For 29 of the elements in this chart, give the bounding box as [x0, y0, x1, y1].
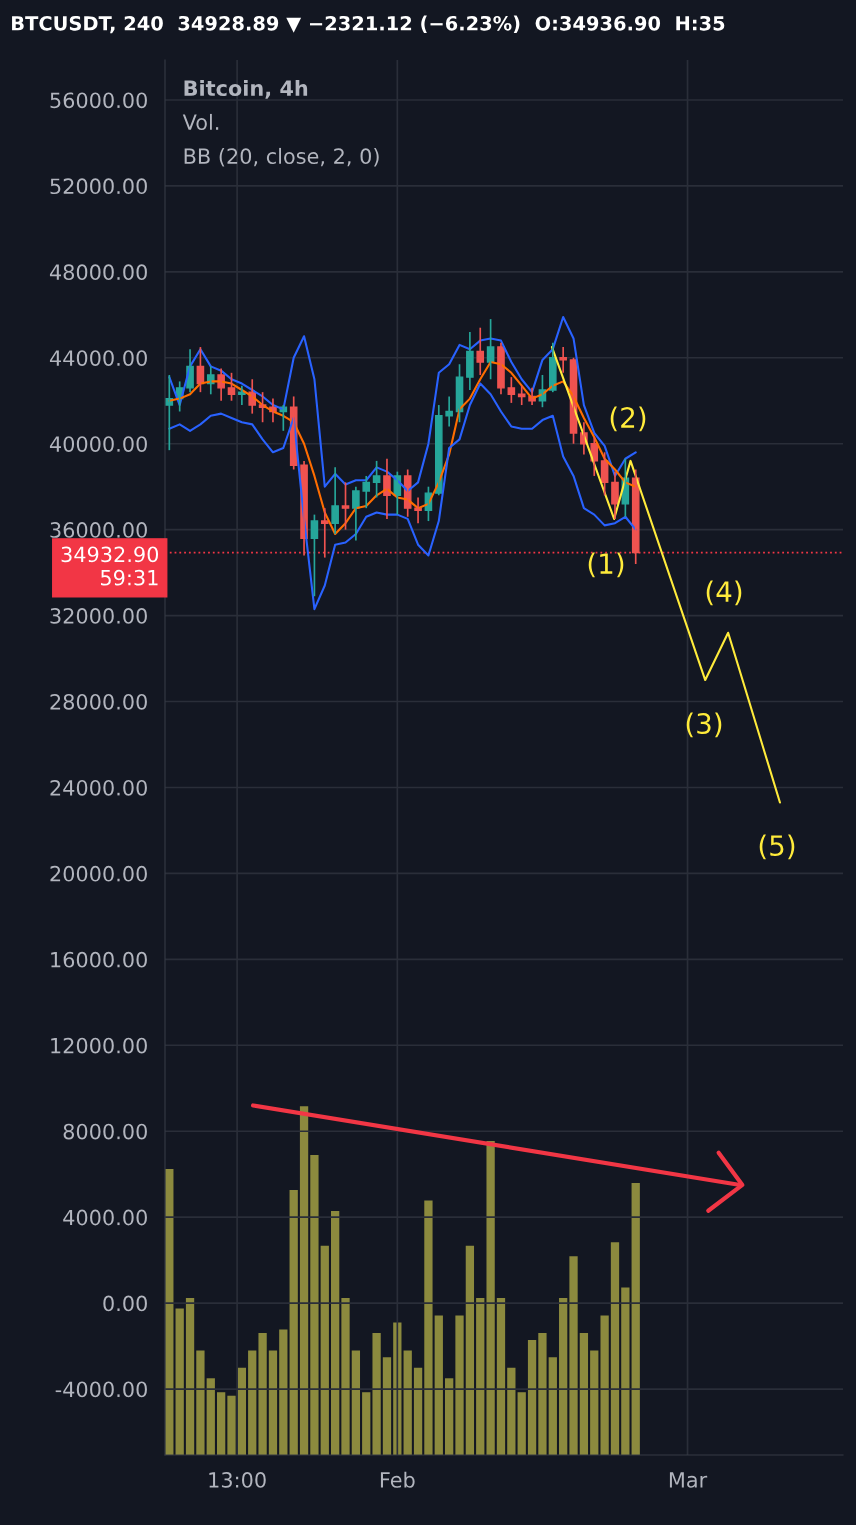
- y-tick-label: 16000.00: [51, 951, 147, 968]
- y-tick-label: 52000.00: [50, 178, 147, 195]
- annotation: (3): [686, 712, 722, 738]
- annotation: (1): [588, 552, 624, 578]
- annotation: (2): [610, 406, 646, 432]
- x-tick-label: Mar: [669, 1472, 708, 1488]
- annotation: BB (20, close, 2, 0): [184, 147, 379, 167]
- y-tick-label: 44000.00: [49, 350, 147, 366]
- annotation: Bitcoin, 4h: [184, 79, 308, 99]
- y-tick-label: 0.00: [103, 1295, 147, 1312]
- y-tick-label: 12000.00: [51, 1037, 147, 1054]
- y-tick-label: 40000.00: [49, 436, 147, 452]
- ref-line-label: 34932.90 59:31: [61, 546, 159, 586]
- y-tick-label: 4000.00: [63, 1209, 147, 1226]
- y-tick-label: 28000.00: [50, 693, 147, 710]
- x-tick-label: 13:00: [209, 1472, 266, 1488]
- y-tick-label: 20000.00: [50, 865, 147, 882]
- annotation: (4): [706, 580, 742, 606]
- annotation: Vol.: [182, 113, 219, 131]
- chart-title: BTCUSDT, 240 34928.89 ▼ −2321.12 (−6.23%) O:34936.90 H:35: [12, 15, 725, 34]
- y-tick-label: 32000.00: [50, 608, 147, 624]
- x-tick-label: Feb: [380, 1471, 415, 1488]
- y-tick-label: 36000.00: [50, 522, 147, 538]
- annotation: (5): [759, 834, 795, 860]
- y-tick-label: 48000.00: [49, 264, 147, 281]
- y-tick-label: 8000.00: [63, 1123, 147, 1140]
- y-tick-label: 24000.00: [50, 779, 147, 796]
- y-tick-label: 56000.00: [50, 92, 147, 109]
- y-tick-label: -4000.00: [55, 1381, 147, 1398]
